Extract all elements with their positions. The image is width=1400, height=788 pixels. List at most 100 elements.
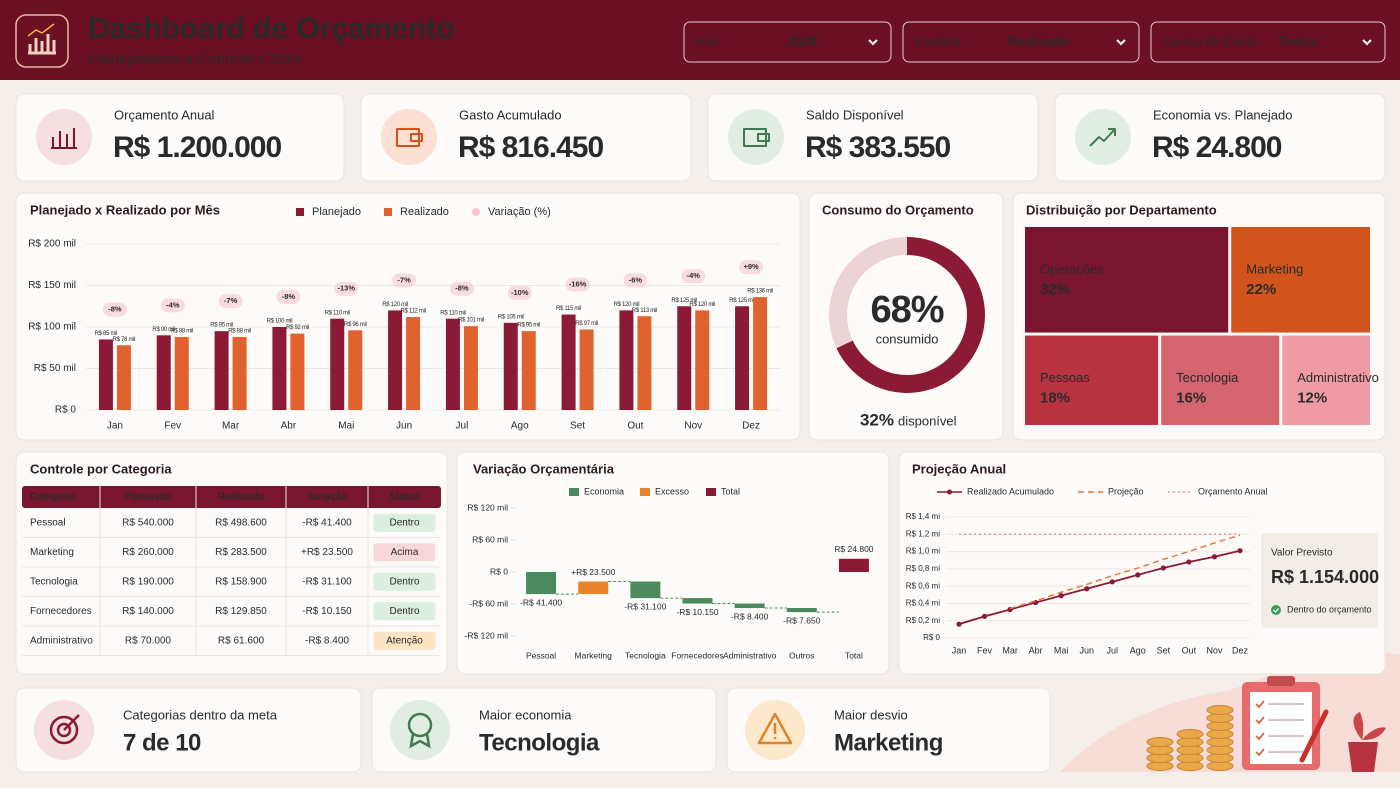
table-cell: R$ 498.600 bbox=[215, 517, 267, 528]
panel bbox=[371, 687, 717, 773]
variance-label: -6% bbox=[629, 275, 643, 284]
treemap-value: 32% bbox=[1040, 281, 1070, 298]
filter-dropdown[interactable] bbox=[902, 21, 1140, 63]
variance-label: +9% bbox=[743, 262, 759, 271]
x-tick-label: Jul bbox=[456, 421, 469, 432]
chart-title: Distribuição por Departamento bbox=[1026, 202, 1217, 217]
variance-pill bbox=[218, 294, 243, 309]
bar-value-label: R$ 90 mil bbox=[152, 327, 175, 333]
highlight-label: Maior economia bbox=[479, 707, 572, 722]
filter-chevron bbox=[1116, 39, 1126, 46]
kpi-icon bbox=[396, 128, 423, 147]
legend-label: Total bbox=[721, 486, 740, 496]
waterfall-bar bbox=[734, 603, 765, 609]
y-tick-label: R$ 150 mil bbox=[28, 280, 76, 291]
waterfall-value-label: R$ 24.800 bbox=[834, 544, 873, 554]
highlight-value: Marketing bbox=[834, 729, 943, 756]
bar-value-label: R$ 78 mil bbox=[113, 337, 136, 343]
filter-dropdown[interactable] bbox=[683, 21, 892, 63]
legend-marker bbox=[947, 489, 952, 495]
decor-pot bbox=[1348, 742, 1378, 772]
treemap-value: 18% bbox=[1040, 390, 1070, 407]
x-tick-label: Jan bbox=[107, 421, 123, 432]
y-tick-label: R$ 1,0 mi bbox=[906, 547, 940, 556]
bar bbox=[753, 297, 768, 410]
x-tick-label: Jul bbox=[1107, 645, 1119, 655]
bar bbox=[116, 345, 131, 410]
table-header: Realizado bbox=[218, 492, 265, 503]
dashboard-subtitle: Planejamento e Controle • 2026 bbox=[89, 51, 301, 68]
projection-value: R$ 1.154.000 bbox=[1271, 567, 1379, 587]
legend-label: Realizado Acumulado bbox=[967, 486, 1054, 496]
y-tick-label: R$ 100 mil bbox=[28, 322, 76, 333]
bar bbox=[174, 336, 189, 410]
filter-label: Cenário: bbox=[915, 33, 964, 48]
logo-icon bbox=[28, 34, 56, 55]
y-tick-label: R$ 0 bbox=[55, 405, 77, 416]
chart-title: Planejado x Realizado por Mês bbox=[30, 202, 220, 217]
line-marker bbox=[1058, 593, 1064, 599]
x-tick-label: Dez bbox=[742, 421, 760, 432]
y-tick-label: R$ 0 bbox=[923, 633, 940, 642]
kpi-label: Saldo Disponível bbox=[806, 107, 904, 122]
bar bbox=[445, 318, 460, 410]
bar bbox=[156, 335, 171, 410]
x-tick-label: Fev bbox=[164, 421, 181, 432]
status-pill bbox=[373, 543, 436, 562]
kpi-icon bbox=[1089, 128, 1116, 147]
bar-value-label: R$ 97 mil bbox=[575, 321, 598, 327]
kpi-value: R$ 816.450 bbox=[458, 131, 603, 164]
highlight-icon-bg bbox=[390, 700, 450, 760]
filter-label: Centro de Custo: bbox=[1163, 33, 1261, 48]
target-icon bbox=[56, 722, 72, 738]
table-cell: R$ 70.000 bbox=[125, 635, 172, 646]
x-tick-label: Ago bbox=[1130, 645, 1146, 655]
bar bbox=[98, 339, 113, 410]
variance-pill bbox=[392, 273, 417, 288]
table-cell: +R$ 23.500 bbox=[301, 547, 353, 558]
line-marker bbox=[1211, 554, 1218, 560]
bar bbox=[214, 331, 229, 410]
bar-value-label: R$ 105 mil bbox=[498, 314, 524, 320]
y-tick-label: R$ 1,2 mi bbox=[906, 529, 940, 538]
donut-segment bbox=[836, 237, 985, 393]
filter-dropdown[interactable] bbox=[1150, 21, 1386, 63]
filter-value: 2026 bbox=[788, 33, 817, 48]
x-tick-label: Tecnologia bbox=[625, 650, 666, 660]
legend-label: Orçamento Anual bbox=[1198, 486, 1268, 496]
x-tick-label: Mar bbox=[222, 421, 240, 432]
table-cell: R$ 140.000 bbox=[122, 606, 174, 617]
x-tick-label: Fornecedores bbox=[671, 650, 723, 660]
legend-swatch bbox=[296, 208, 304, 216]
table-header: Variação bbox=[306, 492, 347, 503]
treemap-cell bbox=[1231, 227, 1370, 333]
y-tick-label: R$ 0,6 mi bbox=[906, 581, 940, 590]
bar bbox=[695, 310, 710, 410]
x-tick-label: Mai bbox=[1054, 645, 1069, 655]
bar bbox=[619, 310, 634, 410]
x-tick-label: Abr bbox=[1029, 645, 1043, 655]
treemap-label: Operações bbox=[1040, 261, 1104, 276]
table-header: Status bbox=[389, 492, 420, 503]
x-tick-label: Out bbox=[627, 421, 643, 432]
chart-title: Projeção Anual bbox=[912, 461, 1006, 476]
y-tick-label: R$ 0,4 mi bbox=[906, 599, 940, 608]
target-icon bbox=[49, 715, 79, 745]
table-cell: Pessoal bbox=[30, 517, 66, 528]
variance-label: -8% bbox=[455, 284, 469, 293]
table-cell: R$ 190.000 bbox=[122, 576, 174, 587]
waterfall-value-label: -R$ 41.400 bbox=[520, 597, 562, 607]
variance-pill bbox=[160, 298, 185, 313]
x-tick-label: Mai bbox=[338, 421, 354, 432]
waterfall-bar bbox=[682, 598, 713, 604]
variance-label: -4% bbox=[687, 271, 701, 280]
bar-value-label: R$ 92 mil bbox=[286, 325, 309, 331]
variance-label: -16% bbox=[569, 280, 587, 289]
treemap-cell bbox=[1161, 335, 1280, 425]
chart-title: Variação Orçamentária bbox=[473, 461, 615, 476]
legend-swatch bbox=[640, 488, 650, 496]
decor-coin bbox=[1146, 737, 1174, 747]
table-cell: -R$ 8.400 bbox=[305, 635, 349, 646]
kpi-value: R$ 1.200.000 bbox=[113, 131, 281, 164]
